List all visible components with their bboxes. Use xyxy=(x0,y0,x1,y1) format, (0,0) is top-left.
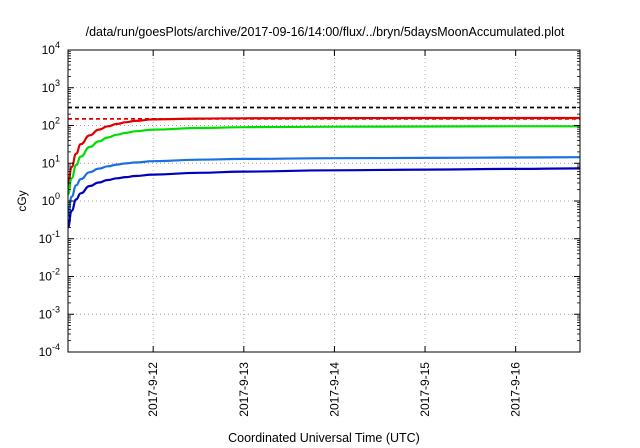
y-axis-label: cGy xyxy=(15,190,29,211)
series-line xyxy=(66,156,581,218)
x-tick-label: 2017-9-16 xyxy=(509,362,523,417)
x-tick-label: 2017-9-15 xyxy=(418,362,432,417)
y-axis-ticks: 10-4 10-3 10-2 10-1 100 101 102 103 104 xyxy=(39,40,580,359)
y-tick-label: 10-1 xyxy=(39,229,60,246)
y-tick-label: 104 xyxy=(42,40,60,57)
x-tick-label: 2017-9-13 xyxy=(237,362,251,417)
x-axis-label: Coordinated Universal Time (UTC) xyxy=(228,431,420,445)
chart-title: /data/run/goesPlots/archive/2017-09-16/1… xyxy=(86,25,565,39)
x-tick-label: 2017-9-12 xyxy=(146,362,160,417)
series-lines xyxy=(66,116,581,229)
x-axis-ticks: 2017-9-12 2017-9-13 2017-9-14 2017-9-15 2017… xyxy=(146,50,523,417)
y-tick-label: 102 xyxy=(42,116,60,133)
y-tick-label: 10-3 xyxy=(39,304,60,321)
series-line xyxy=(66,116,580,188)
series-line xyxy=(66,125,580,196)
grid-lines xyxy=(68,50,580,352)
y-tick-label: 10-2 xyxy=(39,267,60,284)
x-tick-label: 2017-9-14 xyxy=(327,362,341,417)
y-tick-label: 103 xyxy=(42,78,60,95)
y-tick-label: 100 xyxy=(42,191,60,208)
y-tick-label: 10-4 xyxy=(39,342,60,359)
y-tick-label: 101 xyxy=(42,153,60,170)
series-line xyxy=(66,167,581,229)
